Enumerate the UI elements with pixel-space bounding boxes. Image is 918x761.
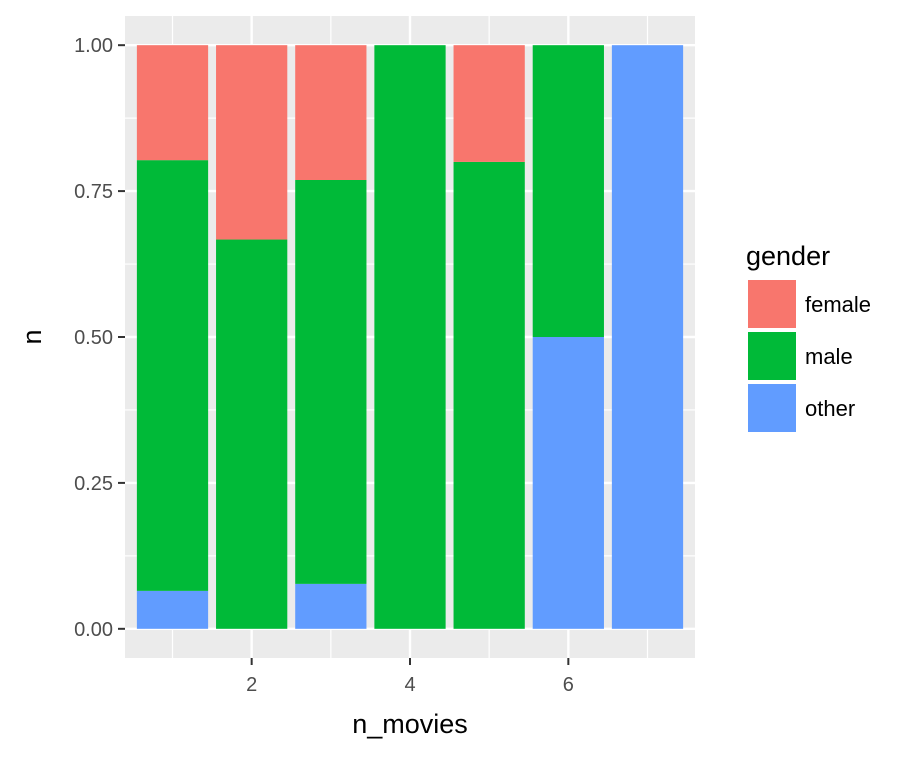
bar-segment-other xyxy=(611,45,684,629)
bar-segment-male xyxy=(532,45,604,337)
legend-label-other: other xyxy=(805,396,855,421)
bar-segment-male xyxy=(216,239,288,629)
legend-key-male xyxy=(748,332,796,380)
y-tick-label: 1.00 xyxy=(74,35,113,57)
bar-segment-other xyxy=(136,590,209,629)
bar-segment-other xyxy=(532,337,604,629)
bar-segment-male xyxy=(453,161,525,629)
legend-title: gender xyxy=(746,241,830,271)
bar-segment-female xyxy=(453,45,525,162)
legend-key-other xyxy=(748,384,796,432)
bar-segment-female xyxy=(295,45,367,181)
bar-segment-male xyxy=(136,160,209,591)
bar-segment-male xyxy=(374,45,446,629)
x-axis: 2 4 6 xyxy=(246,658,574,696)
legend-key-female xyxy=(748,280,796,328)
bar-segment-other xyxy=(295,583,367,629)
x-axis-title: n_movies xyxy=(352,709,468,739)
x-tick-label: 2 xyxy=(246,674,257,696)
y-tick-label: 0.00 xyxy=(74,619,113,641)
legend-label-female: female xyxy=(805,292,871,317)
bar-segment-female xyxy=(136,45,209,161)
y-tick-label: 0.75 xyxy=(74,181,113,203)
y-tick-label: 0.50 xyxy=(74,327,113,349)
y-axis-title: n xyxy=(17,329,47,344)
legend: gender female male other xyxy=(746,241,871,432)
bar-segment-male xyxy=(295,180,367,584)
legend-label-male: male xyxy=(805,344,853,369)
bar-segment-female xyxy=(216,45,288,240)
y-axis: 0.00 0.25 0.50 0.75 1.00 xyxy=(74,35,125,641)
bars xyxy=(136,45,684,629)
x-tick-label: 4 xyxy=(404,674,415,696)
x-tick-label: 6 xyxy=(563,674,574,696)
y-tick-label: 0.25 xyxy=(74,473,113,495)
